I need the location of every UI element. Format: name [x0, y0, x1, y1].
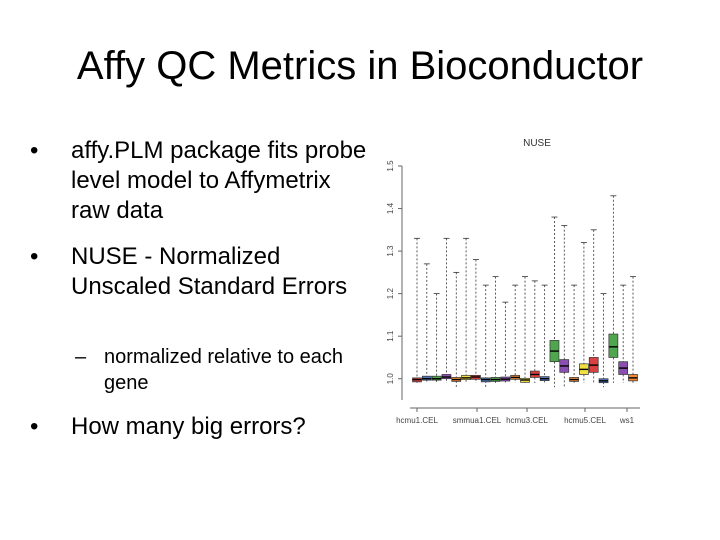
box-20	[598, 293, 609, 388]
x-tick-label: hcmu1.CEL	[396, 416, 438, 425]
bullet-dot: •	[30, 137, 39, 164]
chart-title: NUSE	[523, 138, 551, 149]
sub-bullet-text: normalized relative to each gene	[104, 346, 344, 394]
box-11	[510, 284, 521, 383]
x-tick-label: hcmu5.CEL	[564, 416, 606, 425]
y-tick-label: 1.4	[386, 202, 395, 214]
y-axis-ticks: 1.0 1.1 1.2 1.3 1.4 1.5	[386, 160, 402, 384]
bullet-dot: •	[30, 413, 39, 440]
bullet-dot: •	[30, 243, 39, 270]
box-22	[618, 284, 629, 383]
box-12	[520, 276, 530, 383]
x-axis-ticks: hcmu1.CEL smmua1.CEL hcmu3.CEL hcmu5.CEL ws1	[396, 408, 635, 425]
boxplot-series	[412, 195, 638, 388]
x-tick-label: smmua1.CEL	[453, 416, 502, 425]
bullet-text: NUSE - Normalized Unscaled Standard Erro…	[71, 243, 348, 300]
box-3	[431, 293, 442, 383]
box-16	[559, 225, 570, 388]
y-tick-label: 1.0	[386, 373, 395, 385]
box-23	[628, 276, 638, 383]
box-9	[490, 276, 501, 383]
nuse-boxplot-chart: NUSE 1.0 1.1 1.2 1.3 1.4 1.5 hcmu1.CEL smmua1.…	[375, 130, 675, 435]
y-tick-label: 1.5	[386, 160, 395, 172]
slide-title: Affy QC Metrics in Bioconductor	[76, 44, 644, 88]
x-tick-label: hcmu3.CEL	[506, 416, 548, 425]
box-14	[539, 284, 550, 383]
bullet-text: affy.PLM package fits probe level model …	[71, 137, 367, 224]
box-18	[579, 242, 589, 383]
nuse-boxplot-svg: NUSE 1.0 1.1 1.2 1.3 1.4 1.5 hcmu1.CEL smmua1.…	[386, 138, 640, 425]
box-body	[608, 333, 619, 358]
y-tick-label: 1.1	[386, 330, 395, 342]
box-7	[471, 259, 481, 383]
box-10	[500, 301, 511, 383]
box-8	[480, 284, 491, 388]
x-tick-label: ws1	[619, 416, 635, 425]
y-tick-label: 1.3	[386, 245, 395, 257]
box-6	[461, 237, 471, 383]
box-5	[451, 271, 462, 388]
sub-bullet-dash: –	[75, 346, 87, 368]
box-15	[549, 216, 560, 388]
box-1	[412, 237, 422, 383]
box-2	[421, 263, 432, 383]
box-21	[608, 195, 619, 383]
box-4	[441, 237, 452, 383]
box-13	[529, 280, 540, 383]
box-17	[569, 284, 579, 383]
bullet-text: How many big errors?	[71, 413, 306, 440]
y-tick-label: 1.2	[386, 288, 395, 300]
box-19	[588, 229, 599, 383]
